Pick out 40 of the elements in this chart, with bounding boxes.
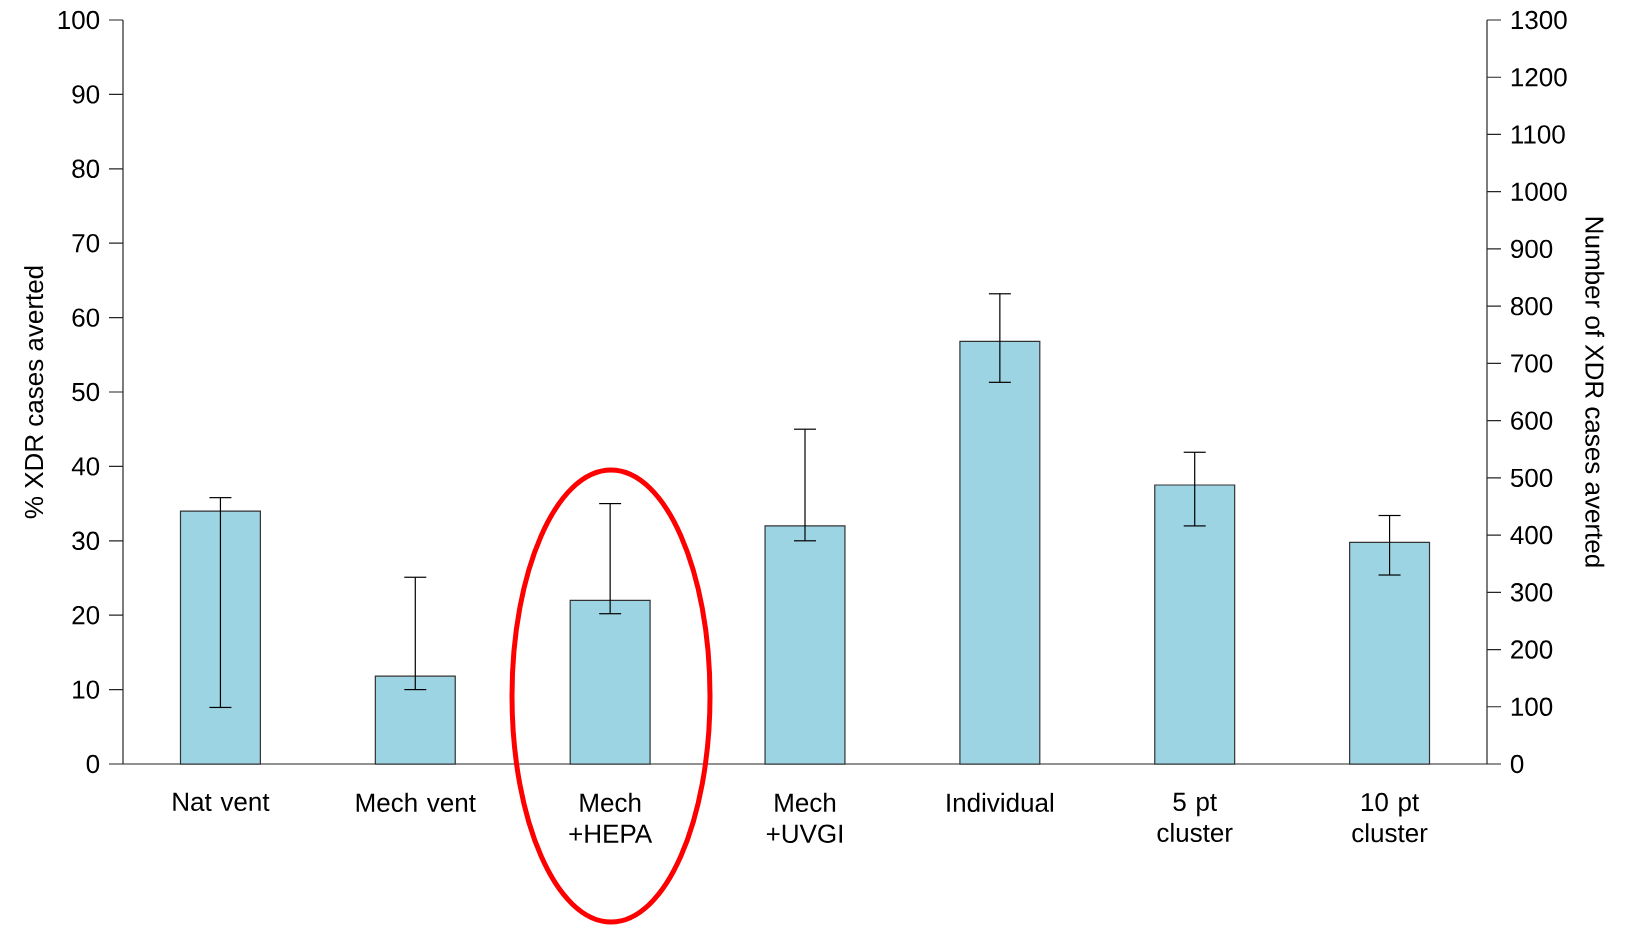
y2-tick-label: 1200 [1511, 68, 1567, 87]
y-tick-label: 40 [71, 457, 100, 476]
bar [1349, 541, 1431, 765]
y-tick-label: 0 [86, 754, 100, 774]
x-tick-label: Nat vent [173, 792, 270, 812]
y-tick-label: 90 [72, 85, 100, 104]
y2-tick-label: 500 [1510, 468, 1553, 488]
y2-tick-label: 0 [1510, 754, 1524, 774]
x-tick-label: Mech +HEPA [569, 792, 653, 843]
y-tick-label: 60 [72, 308, 100, 327]
y-tick-label: 80 [72, 159, 100, 178]
x-tick-label: 5 pt cluster [1157, 792, 1233, 843]
y2-tick-label: 100 [1511, 697, 1553, 716]
y-tick-label: 20 [72, 605, 100, 625]
y2-tick-label: 1300 [1511, 10, 1567, 30]
x-tick-label: Mech vent [356, 792, 476, 812]
y-tick-label: 50 [72, 382, 100, 402]
y2-tick-label: 1000 [1511, 182, 1567, 201]
y-tick-label: 30 [72, 531, 100, 550]
bar [569, 599, 651, 765]
y-axis-title: % XDR cases averted [24, 266, 44, 519]
bar [764, 525, 846, 765]
bar [959, 340, 1041, 765]
x-tick-label: Individual [947, 792, 1054, 812]
y-tick-label: 100 [58, 10, 100, 30]
x-tick-label: Mech +UVGI [766, 792, 842, 843]
y2-axis-title: Number of XDR cases averted [1585, 217, 1605, 567]
y-tick-label: 70 [72, 233, 100, 253]
y2-tick-label: 900 [1511, 239, 1553, 259]
y-tick-label: 10 [73, 680, 100, 699]
y2-tick-label: 700 [1511, 354, 1553, 373]
x-tick-label: 10 pt cluster [1352, 792, 1428, 843]
y2-tick-label: 1100 [1511, 125, 1565, 144]
y2-tick-label: 600 [1511, 411, 1553, 430]
y2-tick-label: 300 [1510, 583, 1553, 602]
bar [374, 675, 456, 765]
y2-tick-label: 200 [1511, 640, 1553, 659]
y2-tick-label: 800 [1511, 296, 1553, 316]
y2-tick-label: 400 [1510, 525, 1553, 545]
bar [1154, 484, 1236, 765]
